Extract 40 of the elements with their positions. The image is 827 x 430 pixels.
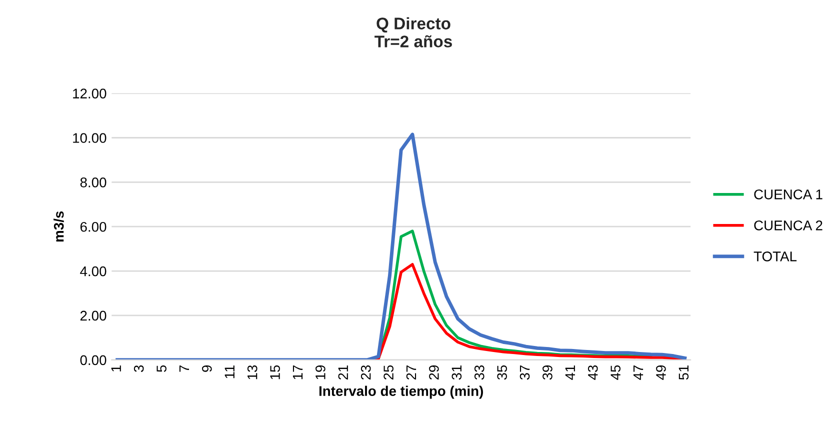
x-axis-title: Intervalo de tiempo (min): [319, 386, 483, 399]
y-tick-label: 10.00: [73, 133, 106, 143]
y-tick-label: 12.00: [73, 88, 106, 98]
x-tick-label: 15: [270, 365, 280, 380]
y-tick-label: 4.00: [80, 266, 106, 276]
x-tick-label: 9: [202, 365, 212, 372]
x-tick-label: 35: [497, 365, 507, 380]
x-tick-label: 5: [156, 365, 166, 372]
x-tick-label: 27: [406, 365, 416, 380]
x-tick-label: 25: [384, 365, 394, 380]
x-tick-label: 31: [452, 365, 462, 380]
y-tick-label: 2.00: [80, 310, 106, 321]
x-tick-label: 51: [678, 365, 689, 380]
y-tick-label: 6.00: [80, 222, 106, 232]
x-tick-label: 7: [179, 365, 190, 372]
y-tick-label: 0.00: [80, 355, 106, 366]
legend-label: CUENCA 2: [754, 220, 822, 230]
x-tick-label: 11: [224, 365, 234, 378]
x-tick-label: 1: [111, 365, 121, 372]
x-tick-label: 37: [520, 365, 530, 380]
y-axis-title: m3/s: [54, 211, 64, 242]
x-tick-label: 21: [338, 365, 348, 380]
x-tick-label: 47: [634, 365, 644, 380]
x-tick-label: 39: [542, 365, 552, 380]
x-tick-label: 43: [588, 365, 598, 380]
x-tick-label: 49: [656, 365, 666, 380]
x-tick-label: 17: [292, 365, 303, 380]
legend-label: CUENCA 1: [754, 190, 822, 200]
x-tick-label: 23: [360, 365, 371, 380]
x-tick-label: 41: [565, 365, 575, 380]
x-tick-label: 3: [134, 365, 144, 372]
x-tick-label: 45: [610, 365, 620, 380]
chart-title: Q Directo Tr=2 años: [374, 17, 452, 48]
x-tick-label: 29: [429, 365, 439, 380]
line-series: [116, 132, 687, 360]
x-tick-label: 13: [247, 365, 258, 380]
legend-label: TOTAL: [754, 252, 797, 262]
x-tick-label: 19: [316, 365, 326, 380]
x-tick-label: 33: [474, 365, 484, 380]
y-tick-label: 8.00: [80, 178, 106, 188]
